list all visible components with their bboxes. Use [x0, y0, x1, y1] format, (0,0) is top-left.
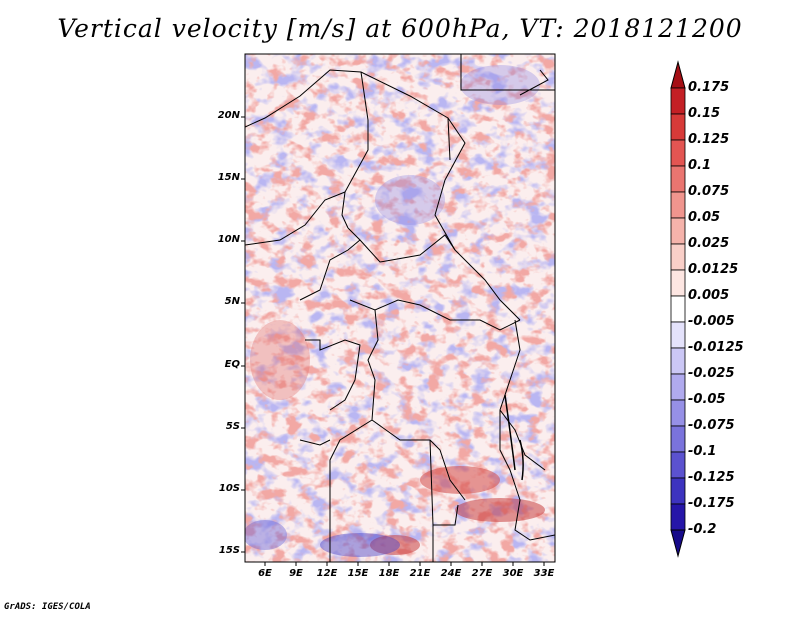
velocity-field: [245, 54, 555, 562]
colorbar-max-arrow: [670, 60, 686, 89]
colorbar-swatch: [670, 503, 686, 531]
colorbar-swatch: [670, 347, 686, 375]
lat-label: 5N: [224, 296, 240, 307]
colorbar-label: -0.175: [688, 496, 735, 511]
colorbar-swatch: [670, 295, 686, 323]
colorbar-swatch: [670, 113, 686, 141]
lat-label: 10S: [218, 483, 240, 494]
lon-label: 24E: [440, 568, 462, 579]
colorbar-label: -0.05: [688, 392, 726, 407]
colorbar-swatch: [670, 451, 686, 479]
lon-label: 33E: [533, 568, 555, 579]
lon-label: 12E: [316, 568, 338, 579]
colorbar-swatch: [670, 191, 686, 219]
borders: [245, 54, 555, 562]
colorbar-label: 0.175: [688, 80, 730, 95]
lat-label: 10N: [217, 234, 240, 245]
colorbar-swatch: [670, 399, 686, 427]
colorbar-label: 0.1: [688, 158, 712, 173]
lon-label: 6E: [258, 568, 272, 579]
colorbar-swatch: [670, 243, 686, 271]
colorbar-swatch: [670, 165, 686, 193]
colorbar-label: 0.125: [688, 132, 730, 147]
colorbar-min-arrow: [670, 529, 686, 558]
colorbar-swatch: [670, 373, 686, 401]
lon-label: 27E: [471, 568, 493, 579]
colorbar-label: -0.005: [688, 314, 735, 329]
lon-label: 30E: [502, 568, 524, 579]
colorbar-swatch: [670, 217, 686, 245]
map-title: Vertical velocity [m/s] at 600hPa, VT: 2…: [57, 14, 743, 43]
plot-frame: [244, 53, 556, 563]
colorbar-label: 0.05: [688, 210, 721, 225]
colorbar-label: 0.15: [688, 106, 721, 121]
colorbar-label: -0.2: [688, 522, 717, 537]
lat-label: 5S: [225, 421, 240, 432]
colorbar-label: 0.025: [688, 236, 730, 251]
credit-text: GrADS: IGES/COLA: [4, 602, 91, 612]
colorbar-swatch: [670, 425, 686, 453]
colorbar: [670, 60, 686, 558]
colorbar-swatch: [670, 269, 686, 297]
colorbar-label: 0.075: [688, 184, 730, 199]
lon-label: 15E: [347, 568, 369, 579]
colorbar-swatch: [670, 321, 686, 349]
lat-label: EQ: [224, 359, 240, 370]
lat-label: 15S: [218, 545, 240, 556]
colorbar-label: -0.125: [688, 470, 735, 485]
lon-label: 21E: [409, 568, 431, 579]
colorbar-label: -0.075: [688, 418, 735, 433]
tick-marks: [241, 116, 545, 566]
colorbar-label: -0.025: [688, 366, 735, 381]
colorbar-label: -0.1: [688, 444, 717, 459]
colorbar-swatch: [670, 477, 686, 505]
colorbar-label: 0.0125: [688, 262, 739, 277]
lat-label: 20N: [217, 110, 240, 121]
lon-label: 18E: [378, 568, 400, 579]
colorbar-label: 0.005: [688, 288, 730, 303]
colorbar-label: -0.0125: [688, 340, 744, 355]
lat-label: 15N: [217, 172, 240, 183]
colorbar-swatch: [670, 139, 686, 167]
lon-label: 9E: [289, 568, 303, 579]
colorbar-swatch: [670, 87, 686, 115]
